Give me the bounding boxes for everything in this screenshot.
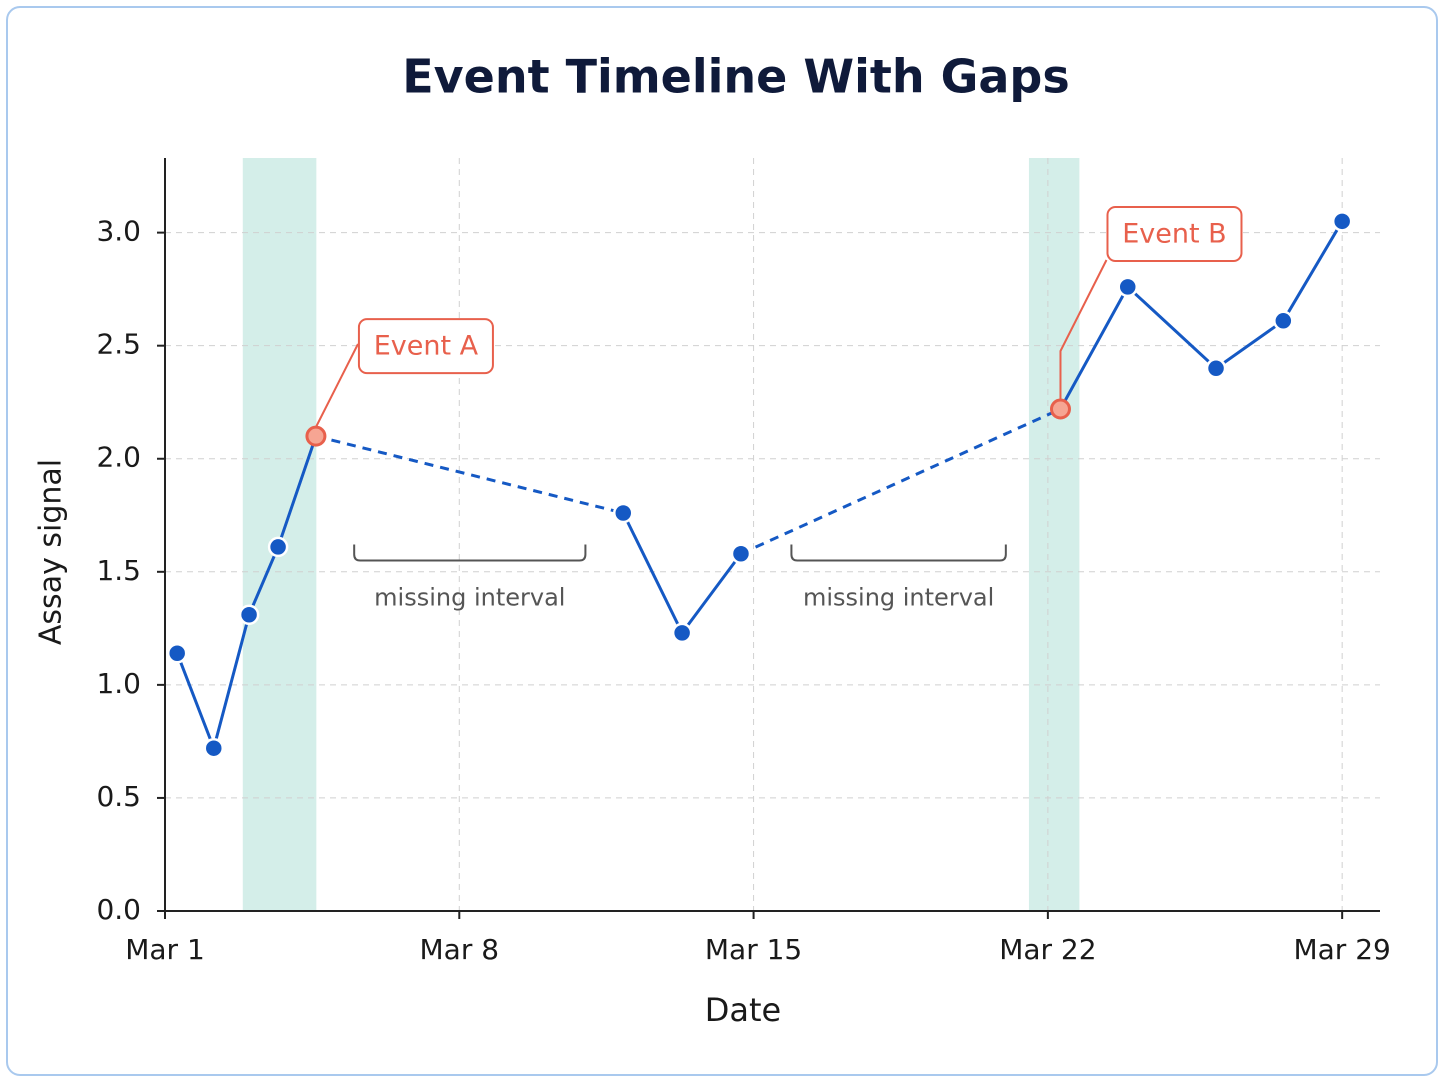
data-point xyxy=(1273,310,1294,332)
y-tick-label: 0.0 xyxy=(96,893,141,926)
x-tick-label: Mar 1 xyxy=(125,933,205,966)
event-point xyxy=(305,425,327,447)
y-tick-label: 3.0 xyxy=(96,215,141,248)
data-point xyxy=(166,642,188,664)
data-point xyxy=(1331,211,1353,232)
bracket-label: missing interval xyxy=(374,584,565,612)
event-label: Event B xyxy=(1122,219,1226,250)
event-box xyxy=(357,318,494,375)
y-tick-label: 1.5 xyxy=(96,554,141,587)
y-tick-label: 2.0 xyxy=(96,441,141,474)
data-point xyxy=(1117,276,1139,298)
x-tick-label: Mar 29 xyxy=(1293,933,1390,966)
x-tick-label: Mar 15 xyxy=(705,933,802,966)
y-tick-label: 0.5 xyxy=(96,780,141,813)
data-line xyxy=(621,512,743,636)
y-axis-label: Assay signal xyxy=(34,459,69,645)
frame xyxy=(6,6,1438,1076)
data-point xyxy=(671,622,693,644)
y-tick-label: 1.0 xyxy=(96,667,141,700)
data-point xyxy=(613,502,634,524)
bracket xyxy=(353,544,587,562)
x-axis-label: Date xyxy=(705,991,781,1029)
gap-line xyxy=(740,407,1062,556)
x-tick-label: Mar 22 xyxy=(999,933,1096,966)
shaded-span xyxy=(242,158,317,911)
chart-title: Event Timeline With Gaps xyxy=(402,50,1070,104)
data-point xyxy=(238,604,260,626)
event-label: Event A xyxy=(374,331,479,362)
y-tick-label: 2.5 xyxy=(96,328,141,361)
x-tick-label: Mar 8 xyxy=(420,933,500,966)
bracket-label: missing interval xyxy=(803,584,994,612)
event-box xyxy=(1106,206,1243,262)
data-point xyxy=(730,543,752,564)
event-point xyxy=(1049,398,1071,420)
data-point xyxy=(267,536,289,558)
data-point xyxy=(203,737,225,759)
shaded-span xyxy=(1028,158,1080,911)
data-point xyxy=(1205,358,1227,379)
event-leader xyxy=(315,343,359,428)
gap-line xyxy=(315,434,624,515)
bracket xyxy=(790,544,1007,562)
event-leader xyxy=(1059,259,1108,400)
